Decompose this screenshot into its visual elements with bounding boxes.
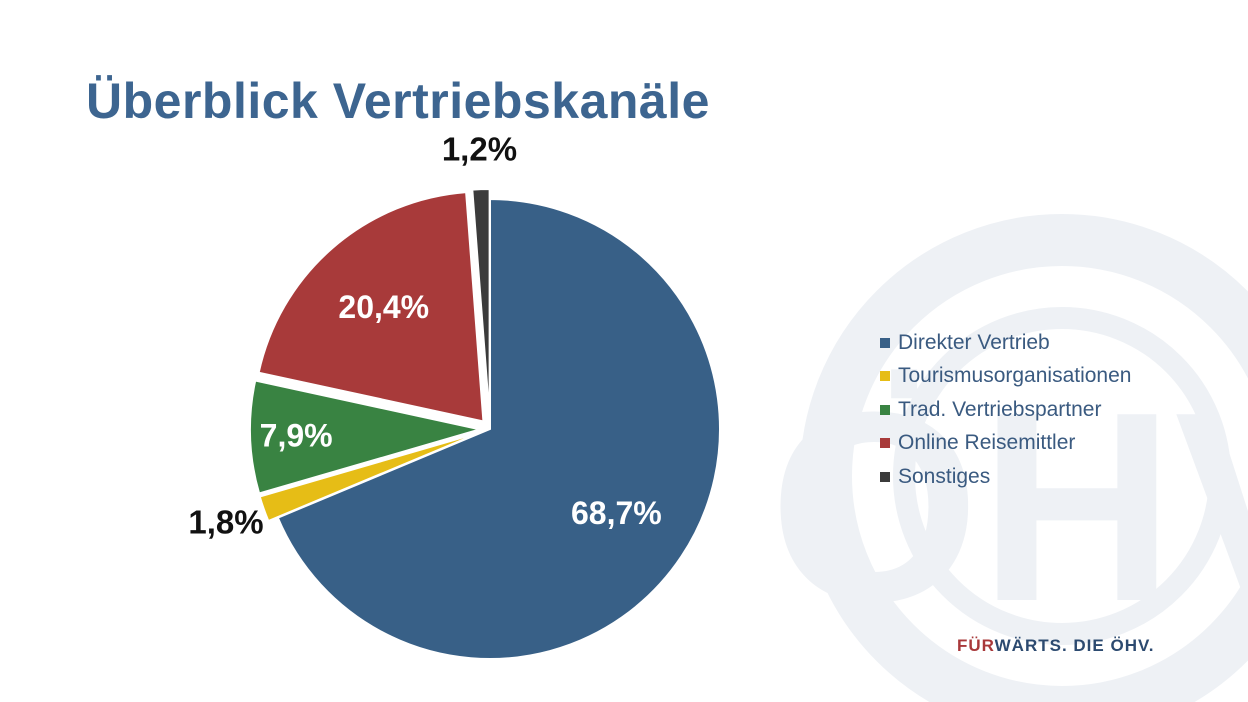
pie-slice-trad-vertriebspartner bbox=[249, 379, 481, 495]
legend-label: Tourismusorganisationen bbox=[898, 364, 1132, 388]
chart-legend: Direkter Vertrieb Tourismusorganisationen… bbox=[880, 326, 1131, 494]
legend-swatch bbox=[880, 404, 890, 415]
data-label-sonstiges: 1,2% bbox=[442, 131, 517, 168]
legend-swatch bbox=[880, 337, 890, 348]
footer-rest: WÄRTS. DIE ÖHV. bbox=[994, 636, 1155, 655]
footer-highlight: FÜR bbox=[957, 636, 995, 655]
legend-item-direkter-vertrieb: Direkter Vertrieb bbox=[880, 326, 1131, 360]
legend-label: Online Reisemittler bbox=[898, 431, 1076, 455]
pie-slice-tourismusorganisationen bbox=[258, 431, 481, 523]
legend-label: Direkter Vertrieb bbox=[898, 330, 1050, 354]
legend-label: Trad. Vertriebspartner bbox=[898, 397, 1102, 421]
pie-slice-online-reisemittler bbox=[257, 191, 485, 423]
legend-item-trad-vertriebspartner: Trad. Vertriebspartner bbox=[880, 393, 1131, 427]
data-label-online-reisemittler: 20,4% bbox=[338, 289, 429, 325]
legend-item-tourismusorganisationen: Tourismusorganisationen bbox=[880, 360, 1131, 394]
data-label-tourismusorganisationen: 1,8% bbox=[188, 504, 263, 541]
page-title: Überblick Vertriebskanäle bbox=[86, 73, 710, 129]
data-label-direkter-vertrieb: 68,7% bbox=[571, 495, 662, 531]
pie-slice-sonstiges bbox=[471, 188, 491, 420]
watermark-text: ÖHV bbox=[769, 357, 1248, 658]
footer-slogan: FÜRWÄRTS. DIE ÖHV. bbox=[957, 636, 1154, 656]
legend-item-online-reisemittler: Online Reisemittler bbox=[880, 427, 1131, 461]
pie-slice-direkter-vertrieb bbox=[276, 197, 721, 660]
legend-item-sonstiges: Sonstiges bbox=[880, 460, 1131, 494]
data-label-trad-vertriebspartner: 7,9% bbox=[260, 418, 333, 454]
legend-label: Sonstiges bbox=[898, 464, 991, 488]
legend-swatch bbox=[880, 371, 890, 382]
legend-swatch bbox=[880, 471, 890, 482]
legend-swatch bbox=[880, 438, 890, 449]
